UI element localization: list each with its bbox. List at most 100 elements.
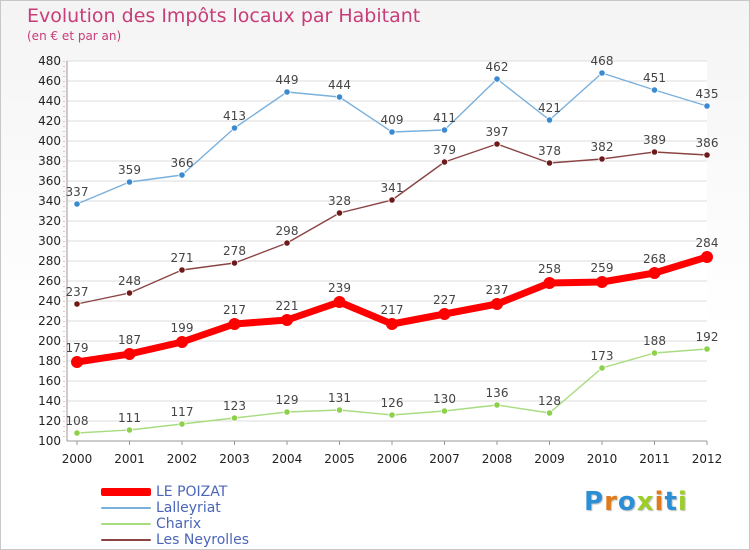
y-tick-label: 420 [38, 114, 61, 128]
data-label: 239 [328, 281, 351, 295]
data-point [545, 409, 554, 417]
data-point [230, 259, 239, 267]
data-point [283, 239, 291, 247]
data-point [281, 314, 293, 326]
data-point [388, 411, 396, 419]
legend-item-les-neyrolles: Les Neyrolles [101, 532, 301, 548]
y-tick-label: 340 [38, 194, 61, 208]
data-point [283, 88, 291, 96]
data-label: 237 [486, 283, 509, 297]
legend-label-lalleyriat: Lalleyriat [156, 500, 221, 516]
data-point [493, 75, 501, 83]
y-tick-label: 280 [38, 254, 61, 268]
x-tick-label: 2012 [692, 452, 723, 466]
data-point [228, 318, 241, 330]
data-label: 136 [486, 386, 509, 400]
data-label: 278 [223, 244, 246, 258]
data-label: 111 [118, 411, 141, 425]
data-point [596, 276, 608, 288]
data-point [71, 356, 83, 368]
y-tick-label: 440 [38, 94, 61, 108]
data-label: 449 [276, 73, 299, 87]
x-tick-label: 2009 [534, 452, 565, 466]
data-point [73, 300, 81, 308]
data-label: 126 [381, 396, 404, 410]
data-point [178, 420, 186, 428]
proxiti-logo: Proxiti [584, 487, 688, 517]
data-label: 108 [66, 414, 89, 428]
data-label: 192 [696, 330, 719, 344]
data-point [178, 266, 186, 274]
data-label: 258 [538, 262, 561, 276]
legend-swatch-les-neyrolles [101, 539, 151, 541]
data-label: 179 [66, 341, 89, 355]
chart-subtitle: (en € et par an) [27, 29, 122, 43]
data-label: 382 [591, 140, 614, 154]
data-point [701, 251, 713, 263]
data-label: 298 [276, 224, 299, 238]
y-tick-label: 460 [38, 74, 61, 88]
data-label: 117 [171, 405, 194, 419]
data-label: 188 [643, 334, 666, 348]
logo-letter: o [617, 487, 637, 517]
data-label: 131 [328, 391, 351, 405]
data-point [438, 308, 451, 320]
data-point [123, 348, 136, 360]
plot-area [67, 61, 707, 441]
data-point [491, 298, 503, 310]
data-label: 199 [171, 321, 194, 335]
data-label: 217 [223, 303, 246, 317]
data-label: 221 [276, 299, 299, 313]
data-point [388, 128, 396, 136]
data-label: 444 [328, 78, 351, 92]
data-label: 341 [381, 181, 404, 195]
data-point [178, 171, 186, 179]
data-label: 130 [433, 392, 456, 406]
data-label: 128 [538, 394, 561, 408]
x-tick-label: 2004 [272, 452, 303, 466]
y-tick-label: 120 [38, 414, 61, 428]
data-point [543, 277, 556, 289]
data-point [73, 200, 81, 208]
y-tick-label: 240 [38, 294, 61, 308]
logo-letter: i [654, 487, 665, 517]
data-point [176, 336, 188, 348]
chart-legend: LE POIZAT Lalleyriat Charix Les Neyrolle… [101, 484, 301, 548]
data-label: 435 [696, 87, 719, 101]
logo-letter: i [677, 487, 688, 517]
data-label: 337 [66, 185, 89, 199]
data-label: 366 [171, 156, 194, 170]
data-label: 386 [696, 136, 719, 150]
data-label: 217 [381, 303, 404, 317]
data-point [230, 414, 239, 422]
data-label: 378 [538, 144, 561, 158]
y-tick-label: 200 [38, 334, 61, 348]
data-point [230, 124, 239, 132]
logo-letter: t [664, 487, 678, 517]
logo-letter: x [636, 487, 655, 517]
data-point [440, 126, 449, 134]
y-tick-label: 400 [38, 134, 61, 148]
data-point [598, 69, 606, 77]
legend-swatch-charix [101, 523, 151, 525]
y-tick-label: 320 [38, 214, 61, 228]
data-label: 271 [171, 251, 194, 265]
legend-item-lalleyriat: Lalleyriat [101, 500, 301, 516]
data-point [388, 196, 396, 204]
data-label: 359 [118, 163, 141, 177]
data-label: 259 [591, 261, 614, 275]
x-tick-label: 2006 [377, 452, 408, 466]
data-point [125, 178, 134, 186]
data-point [335, 209, 344, 217]
x-tick-label: 2001 [114, 452, 145, 466]
x-tick-label: 2010 [587, 452, 618, 466]
data-point [598, 364, 606, 372]
x-tick-label: 2005 [324, 452, 355, 466]
legend-label-charix: Charix [156, 516, 202, 532]
y-tick-label: 140 [38, 394, 61, 408]
data-label: 248 [118, 274, 141, 288]
legend-swatch-lalleyriat [101, 507, 151, 509]
data-label: 413 [223, 109, 246, 123]
data-label: 389 [643, 133, 666, 147]
